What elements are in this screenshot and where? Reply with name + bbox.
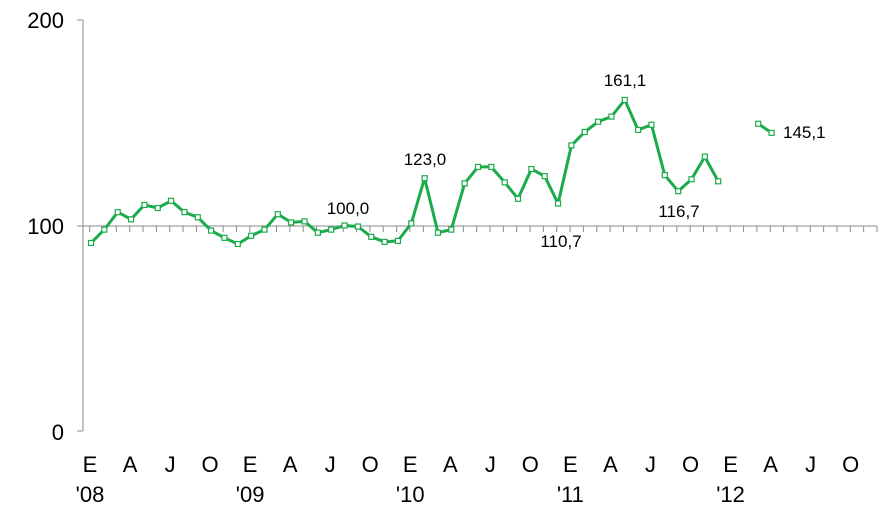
data-label-sep-11: 116,7 [658, 202, 699, 221]
data-point [488, 163, 495, 171]
y-tick-label-200: 200 [27, 8, 64, 33]
x-tick-label: O [202, 452, 219, 477]
x-year-label: '08 [76, 482, 105, 507]
data-point [768, 129, 775, 136]
x-tick-label: O [842, 452, 859, 477]
data-point [701, 153, 708, 160]
x-tick-label: J [485, 452, 496, 477]
y-axis: 200 100 0 [27, 8, 84, 445]
data-point [301, 218, 308, 225]
data-point [568, 142, 575, 149]
x-tick-label: E [403, 452, 418, 477]
x-tick-label: J [165, 452, 176, 477]
x-tick-label: A [123, 452, 138, 477]
data-point [621, 96, 628, 104]
x-tick-label: A [283, 452, 298, 477]
data-point [514, 195, 522, 202]
x-tick-label: E [723, 452, 738, 477]
x-tick-label: A [443, 452, 458, 477]
x-tick-label: J [325, 452, 336, 477]
x-tick-label: O [362, 452, 379, 477]
data-point [141, 201, 148, 209]
data-point [181, 209, 188, 216]
x-year-label: '11 [557, 482, 584, 507]
data-point [354, 223, 361, 230]
data-point [381, 238, 388, 246]
data-point [328, 226, 335, 233]
data-point [208, 227, 215, 234]
data-point [87, 239, 95, 247]
data-point [274, 211, 281, 218]
data-point [127, 216, 135, 223]
data-point [448, 226, 455, 233]
data-labels: 100,0 123,0 110,7 161,1 116,7 145,1 [327, 71, 826, 251]
data-point [154, 204, 161, 212]
data-point [234, 240, 241, 248]
x-year-label: '09 [236, 482, 265, 507]
data-point [608, 113, 615, 120]
data-point [715, 178, 722, 185]
data-point [114, 209, 121, 216]
y-tick-label-100: 100 [27, 214, 64, 239]
data-point [421, 175, 428, 182]
x-tick-label: J [645, 452, 656, 477]
data-label-jul-09: 100,0 [327, 199, 370, 218]
series-line [89, 98, 720, 246]
data-point [341, 222, 348, 229]
data-point [368, 233, 375, 240]
data-point [248, 232, 255, 239]
data-point [474, 163, 482, 171]
data-point [688, 176, 695, 183]
data-point [314, 229, 321, 236]
data-label-dec-10: 110,7 [540, 232, 581, 251]
x-year-label: '10 [396, 482, 425, 507]
markers-group [87, 96, 775, 248]
data-point [581, 128, 588, 136]
data-point [501, 179, 508, 186]
data-point [541, 173, 548, 180]
data-point [194, 214, 201, 221]
data-point [594, 118, 602, 125]
x-tick-label: A [603, 452, 618, 477]
x-tick-label: E [563, 452, 578, 477]
data-label-apr-12: 145,1 [783, 123, 826, 142]
x-year-label: '12 [716, 482, 745, 507]
x-tick-label: J [805, 452, 816, 477]
data-point [408, 220, 415, 227]
data-point [434, 229, 442, 236]
x-tick-label: O [682, 452, 699, 477]
x-tick-label: O [522, 452, 539, 477]
data-point [755, 120, 762, 127]
data-point [288, 219, 295, 226]
data-point [661, 172, 668, 179]
data-point [167, 197, 175, 204]
x-tick-label: E [243, 452, 258, 477]
data-point [221, 234, 228, 241]
series-group [89, 98, 773, 246]
data-point [675, 188, 682, 195]
x-tick-label: E [83, 452, 98, 477]
x-year-labels: '08 '09 '10 '11 '12 [76, 482, 745, 507]
y-tick-label-0: 0 [52, 420, 64, 445]
data-point [394, 237, 402, 245]
data-point [261, 226, 268, 233]
data-label-may-11: 161,1 [604, 71, 647, 90]
data-point [554, 200, 562, 207]
data-point [528, 165, 535, 173]
data-point [461, 180, 468, 187]
data-point [635, 126, 642, 134]
x-tick-label: A [763, 452, 778, 477]
data-point [648, 121, 655, 128]
data-point [101, 226, 108, 233]
data-label-feb-10: 123,0 [404, 150, 447, 169]
